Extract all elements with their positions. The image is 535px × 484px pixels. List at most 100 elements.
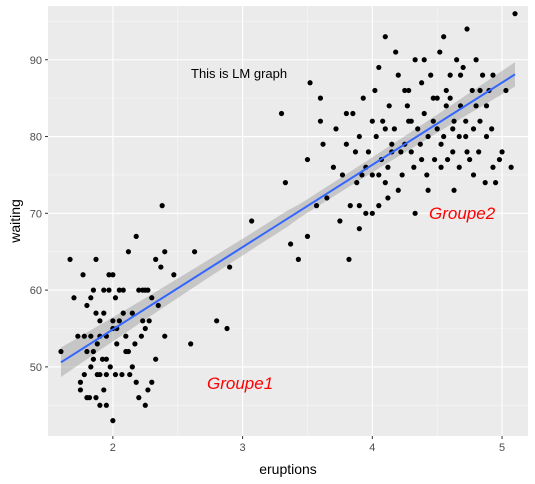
data-point xyxy=(93,395,99,401)
data-point xyxy=(428,72,434,78)
data-point xyxy=(339,172,346,178)
data-point xyxy=(188,341,194,347)
regression-line xyxy=(60,73,516,364)
data-point xyxy=(437,49,443,55)
data-point xyxy=(75,333,81,339)
data-point xyxy=(431,156,438,163)
data-point xyxy=(127,371,133,378)
data-point xyxy=(136,395,142,401)
data-point xyxy=(90,287,97,293)
data-point xyxy=(360,95,366,101)
data-point xyxy=(467,156,473,163)
data-point xyxy=(477,118,483,124)
data-point xyxy=(93,256,99,262)
data-point xyxy=(149,295,155,301)
data-point xyxy=(411,164,417,170)
data-points xyxy=(58,11,518,424)
data-point xyxy=(142,402,148,408)
data-point xyxy=(391,126,397,132)
data-point xyxy=(97,371,103,378)
data-point xyxy=(191,249,198,255)
data-point xyxy=(421,110,427,117)
data-point xyxy=(365,149,372,155)
data-point xyxy=(80,272,86,278)
data-point xyxy=(512,11,518,17)
data-point xyxy=(380,118,386,124)
data-point xyxy=(430,118,436,124)
data-point xyxy=(125,348,132,355)
data-point xyxy=(67,256,73,262)
data-point xyxy=(162,333,168,339)
data-point xyxy=(159,203,165,209)
data-point xyxy=(153,356,159,362)
data-point xyxy=(162,249,168,255)
data-point xyxy=(385,164,391,170)
data-point xyxy=(464,149,470,155)
data-point xyxy=(295,256,301,262)
data-point xyxy=(372,87,378,94)
data-point xyxy=(146,318,152,324)
data-point xyxy=(470,126,477,132)
data-point xyxy=(158,264,164,270)
group-label-1: Groupe1 xyxy=(207,374,273,393)
data-point xyxy=(490,72,496,78)
data-point xyxy=(103,356,109,362)
data-point xyxy=(330,164,337,170)
data-point xyxy=(463,133,469,140)
data-point xyxy=(490,164,496,170)
data-point xyxy=(473,57,479,63)
data-point xyxy=(389,141,395,147)
data-point xyxy=(412,57,418,63)
data-point xyxy=(120,310,126,316)
fit-line xyxy=(60,73,516,364)
data-point xyxy=(354,180,360,186)
data-point xyxy=(88,333,94,339)
data-point xyxy=(483,103,490,109)
data-point xyxy=(369,118,375,124)
data-point xyxy=(90,356,97,362)
data-point xyxy=(324,195,330,201)
data-point xyxy=(456,133,462,140)
data-point xyxy=(460,64,466,71)
data-point xyxy=(444,156,451,163)
y-tick-label: 50 xyxy=(30,362,42,374)
data-point xyxy=(129,364,135,370)
data-point xyxy=(454,57,460,63)
data-point xyxy=(136,287,142,293)
data-point xyxy=(477,87,483,94)
data-point xyxy=(101,310,107,316)
data-point xyxy=(88,295,94,301)
data-point xyxy=(356,203,362,209)
data-point xyxy=(447,95,453,101)
data-point xyxy=(140,318,146,324)
data-point xyxy=(489,126,495,132)
data-point xyxy=(120,287,126,293)
x-tick-label: 2 xyxy=(110,442,116,454)
data-point xyxy=(385,195,391,201)
data-point xyxy=(103,371,109,378)
data-point xyxy=(352,149,359,155)
data-point xyxy=(476,149,482,155)
data-point xyxy=(304,156,311,163)
data-point xyxy=(482,180,488,186)
data-point xyxy=(84,348,90,355)
data-point xyxy=(287,241,294,247)
y-tick-label: 90 xyxy=(30,55,42,67)
data-point xyxy=(479,72,486,78)
data-point xyxy=(110,318,116,324)
data-point xyxy=(451,118,457,124)
chart-annotation: This is LM graph xyxy=(191,66,287,81)
data-point xyxy=(499,149,505,155)
data-point xyxy=(395,187,401,193)
y-tick-label: 60 xyxy=(30,285,42,297)
data-point xyxy=(97,318,103,324)
x-tick-label: 5 xyxy=(499,442,505,454)
y-axis-title: waiting xyxy=(7,199,23,244)
data-point xyxy=(376,203,382,209)
data-point xyxy=(382,126,388,132)
data-point xyxy=(112,295,119,301)
data-point xyxy=(278,110,285,117)
data-point xyxy=(369,172,375,178)
data-point xyxy=(97,402,103,408)
data-point xyxy=(496,156,503,163)
